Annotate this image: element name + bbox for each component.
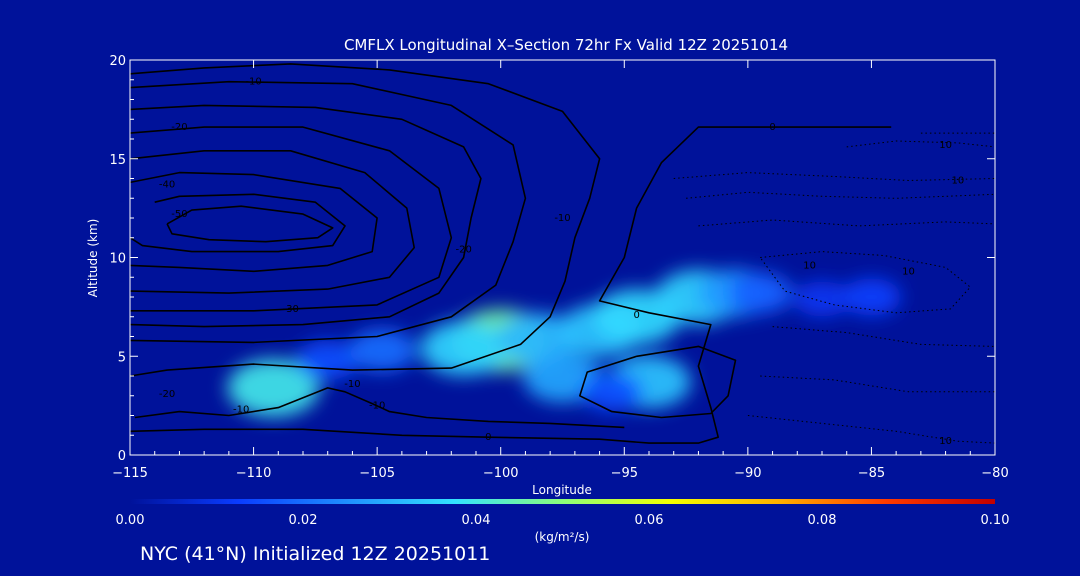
flux-cell	[580, 372, 643, 412]
contour-label: 10	[939, 436, 952, 447]
temperature-contours	[130, 63, 995, 444]
contour-label: -10	[344, 379, 360, 390]
contour-line	[130, 193, 346, 253]
flux-field	[227, 269, 902, 417]
contour-label: -10	[369, 401, 385, 412]
y-tick-label: 10	[109, 252, 126, 267]
contour-label: -40	[159, 179, 175, 190]
contour-label: 10	[803, 260, 816, 271]
colorbar-ticks: 0.00 0.02 0.04 0.06 0.08 0.10	[116, 513, 1010, 528]
colorbar-tick-label: 0.02	[289, 513, 318, 528]
contour-label: -10	[233, 405, 249, 416]
colorbar-label: (kg/m²/s)	[535, 530, 590, 544]
flux-cell	[420, 321, 507, 376]
contour-line	[579, 345, 737, 419]
y-tick-label: 20	[109, 54, 126, 69]
contour-label: 10	[902, 266, 915, 277]
y-tick-label: 15	[109, 153, 126, 168]
contour-line-dotted	[772, 326, 995, 347]
contour-line-dotted	[698, 219, 995, 227]
contour-label: 10	[939, 140, 952, 151]
contour-label: -10	[245, 77, 261, 88]
flux-cell	[727, 272, 793, 314]
y-axis-label: Altitude (km)	[86, 219, 100, 298]
contour-line-dotted	[747, 415, 995, 444]
contour-label: 0	[769, 122, 775, 133]
colorbar-tick-label: 0.06	[635, 513, 664, 528]
contour-label: 10	[952, 175, 965, 186]
contour-line	[130, 80, 527, 344]
contour-line	[130, 150, 415, 294]
flux-cell	[227, 358, 320, 417]
contour-label: -20	[171, 122, 187, 133]
x-tick-label: −115	[112, 466, 148, 481]
contour-line	[130, 126, 453, 312]
contour-label: -20	[159, 389, 175, 400]
contour-label: -50	[171, 209, 187, 220]
contour-label: 0	[633, 310, 639, 321]
contour-line-dotted	[673, 172, 995, 182]
contour-line	[130, 171, 378, 273]
x-tick-label: −85	[858, 466, 885, 481]
contour-line-dotted	[760, 375, 995, 393]
contour-label: -30	[282, 304, 298, 315]
flux-cell	[841, 278, 902, 316]
colorbar	[130, 499, 995, 504]
flux-cell	[793, 281, 851, 317]
contour-line	[166, 205, 334, 243]
colorbar-tick-label: 0.00	[116, 513, 145, 528]
flux-cell	[497, 312, 579, 364]
contour-line	[134, 387, 625, 429]
x-tick-label: −80	[981, 466, 1008, 481]
x-tick-label: −90	[734, 466, 761, 481]
contour-line	[130, 104, 482, 328]
contour-line	[130, 126, 892, 444]
contour-label: 0	[485, 432, 491, 443]
x-tick-label: −100	[483, 466, 519, 481]
contour-labels: -10 -20 -40 -50 -20 -10 -30 -20 -10 -10 -10 0 0 0 10 10…	[159, 77, 964, 447]
x-axis-label: Longitude	[532, 483, 592, 497]
x-axis: −115 −110 −105 −100 −95 −90 −85 −80	[112, 60, 1009, 481]
x-tick-label: −95	[611, 466, 638, 481]
contour-line	[130, 63, 601, 377]
y-axis: 0 5 10 15 20	[109, 54, 995, 464]
colorbar-tick-label: 0.10	[981, 513, 1010, 528]
contour-line-dotted	[846, 140, 995, 148]
chart-title: CMFLX Longitudinal X–Section 72hr Fx Val…	[344, 36, 788, 54]
y-tick-label: 0	[118, 449, 126, 464]
init-footer: NYC (41°N) Initialized 12Z 20251011	[140, 543, 491, 565]
colorbar-tick-label: 0.08	[808, 513, 837, 528]
y-tick-label: 5	[118, 350, 126, 365]
x-tick-label: −105	[359, 466, 395, 481]
flux-cell	[348, 329, 416, 372]
contour-label: -20	[455, 245, 471, 256]
contour-label: -10	[554, 213, 570, 224]
contour-line-dotted	[686, 191, 995, 199]
colorbar-tick-label: 0.04	[462, 513, 491, 528]
x-tick-label: −110	[236, 466, 272, 481]
